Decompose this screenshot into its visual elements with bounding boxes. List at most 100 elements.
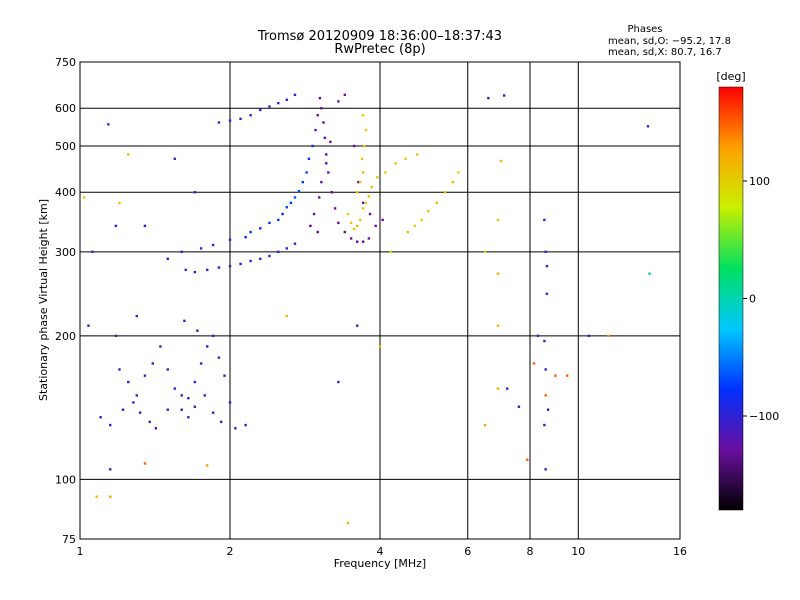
data-point: [205, 464, 209, 467]
data-point: [268, 221, 271, 225]
data-point: [154, 427, 158, 430]
data-point: [281, 212, 284, 216]
data-point: [420, 218, 423, 222]
data-point: [368, 212, 372, 216]
data-point: [370, 185, 373, 189]
data-point: [367, 237, 371, 240]
data-point: [317, 196, 321, 199]
data-point: [355, 224, 359, 228]
data-point: [526, 458, 529, 461]
data-point: [394, 162, 397, 165]
data-point: [285, 206, 288, 209]
data-point: [361, 201, 365, 205]
data-point: [244, 235, 247, 239]
data-point: [135, 394, 138, 397]
data-point: [505, 387, 509, 390]
data-point: [554, 374, 557, 377]
data-point: [648, 272, 651, 275]
data-point: [193, 405, 197, 408]
data-point: [109, 495, 112, 498]
data-point: [187, 396, 190, 400]
data-point: [228, 401, 232, 404]
data-point: [228, 264, 232, 268]
data-point: [337, 221, 340, 225]
data-point: [183, 319, 186, 323]
data-point: [83, 196, 86, 199]
data-point: [323, 136, 327, 140]
data-point: [277, 250, 280, 254]
data-point: [499, 159, 503, 163]
data-point: [389, 250, 392, 254]
data-point: [346, 521, 350, 525]
data-point: [268, 254, 271, 258]
data-point: [496, 218, 500, 222]
data-point: [184, 268, 187, 272]
data-point: [277, 218, 280, 222]
data-point: [109, 468, 112, 471]
legend-stats-o: mean, sd,O: −95.2, 17.8: [608, 36, 731, 47]
data-point: [435, 201, 438, 205]
data-point: [223, 374, 226, 377]
data-point: [587, 334, 591, 338]
data-point: [244, 423, 247, 427]
colorbar-tick-label: 100: [749, 175, 770, 188]
data-point: [193, 191, 197, 194]
data-point: [138, 411, 142, 414]
tick-labels: 1 2 4 6 8 10 16 75 100 200 300 400 500 600 750: [55, 56, 687, 558]
data-point: [293, 242, 297, 245]
y-axis-label: Stationary phase Virtual Height [km]: [37, 199, 50, 401]
data-point: [199, 362, 203, 365]
data-point: [143, 224, 147, 228]
data-point: [545, 292, 549, 295]
colorbar: [718, 86, 744, 511]
data-point: [367, 195, 371, 198]
data-point: [318, 96, 322, 100]
data-point: [322, 121, 325, 124]
data-point: [203, 394, 206, 397]
data-point: [297, 189, 301, 193]
y-tick-label: 500: [55, 140, 76, 153]
data-point: [427, 209, 430, 213]
data-point: [249, 230, 252, 234]
x-tick-label: 4: [377, 545, 384, 558]
data-point: [316, 114, 319, 117]
x-axis-label: Frequency [MHz]: [334, 557, 426, 570]
data-point: [127, 380, 130, 384]
data-point: [496, 387, 500, 390]
data-point: [285, 98, 288, 101]
colorbar-label: [deg]: [716, 70, 745, 83]
grid-lines: [80, 62, 680, 539]
data-point: [285, 314, 288, 318]
data-point: [364, 128, 368, 132]
colorbar-ticks: 100 0 −100: [743, 175, 779, 423]
y-tick-label: 300: [55, 246, 76, 259]
data-point: [443, 191, 447, 194]
data-point: [217, 266, 221, 269]
data-point: [343, 93, 347, 97]
data-point: [363, 144, 366, 148]
y-tick-label: 750: [55, 56, 76, 69]
data-point: [307, 157, 311, 161]
data-point: [384, 171, 387, 174]
data-point: [180, 250, 183, 254]
data-point: [517, 405, 521, 408]
data-point: [234, 427, 237, 430]
data-point: [357, 180, 360, 184]
data-point: [118, 201, 121, 205]
x-tick-label: 10: [571, 545, 585, 558]
data-point: [289, 201, 293, 205]
data-point: [349, 237, 353, 240]
data-point: [502, 94, 506, 97]
data-point: [374, 224, 377, 228]
data-point: [546, 408, 550, 411]
data-point: [211, 411, 215, 414]
data-point: [109, 423, 112, 427]
data-point: [196, 329, 199, 332]
data-point: [217, 121, 221, 124]
data-point: [259, 108, 262, 112]
data-point: [199, 247, 203, 250]
data-point: [337, 380, 340, 384]
data-point: [151, 362, 155, 365]
data-point: [415, 153, 419, 156]
